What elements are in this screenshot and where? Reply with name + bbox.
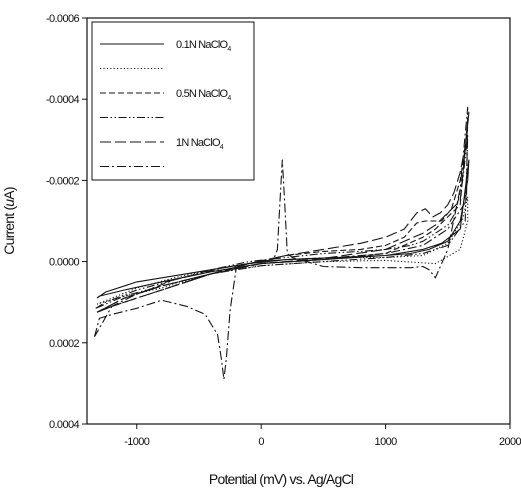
legend-label-1: 0.1N NaClO4 xyxy=(176,39,231,53)
y-axis-label: Current (uA) xyxy=(1,187,17,255)
x-tick-label: 1000 xyxy=(375,436,398,448)
x-axis-label: Potential (mV) vs. Ag/AgCl xyxy=(209,471,354,487)
y-axis-label-prefix: Current ( xyxy=(1,206,17,255)
legend: 0.1N NaClO4 0.5N NaClO4 1N NaClO4 xyxy=(91,21,255,181)
legend-label-3: 0.5N NaClO4 xyxy=(176,88,231,102)
x-tick-label: 0 xyxy=(258,436,264,448)
series-line-4-dash-dot-dot xyxy=(95,135,469,309)
y-tick-label: -0.0004 xyxy=(46,94,80,106)
ticks-group: -1000 0 1000 2000 -0.0006 -0.0004 -0.0002 0.000… xyxy=(46,13,521,448)
y-axis-label-suffix: A) xyxy=(1,187,17,200)
y-tick-label: 0.0002 xyxy=(49,338,80,350)
series-line-2-dotted xyxy=(96,196,469,305)
y-tick-label: 0.0004 xyxy=(49,419,80,431)
plot-area-border xyxy=(86,17,511,425)
y-axis-label-unit: u xyxy=(1,199,17,207)
x-tick-label: 2000 xyxy=(499,436,521,448)
y-tick-label: -0.0002 xyxy=(46,175,80,187)
plot-frame xyxy=(86,17,511,425)
series-line-1-solid xyxy=(96,159,470,299)
series-group xyxy=(93,106,470,380)
series-line-6-dash-dot xyxy=(93,106,469,380)
legend-box xyxy=(91,21,255,181)
legend-label-5: 1N NaClO4 xyxy=(176,137,224,151)
x-tick-label: -1000 xyxy=(124,436,150,448)
y-tick-label: -0.0006 xyxy=(46,13,80,25)
y-tick-label: 0.0000 xyxy=(49,257,80,269)
